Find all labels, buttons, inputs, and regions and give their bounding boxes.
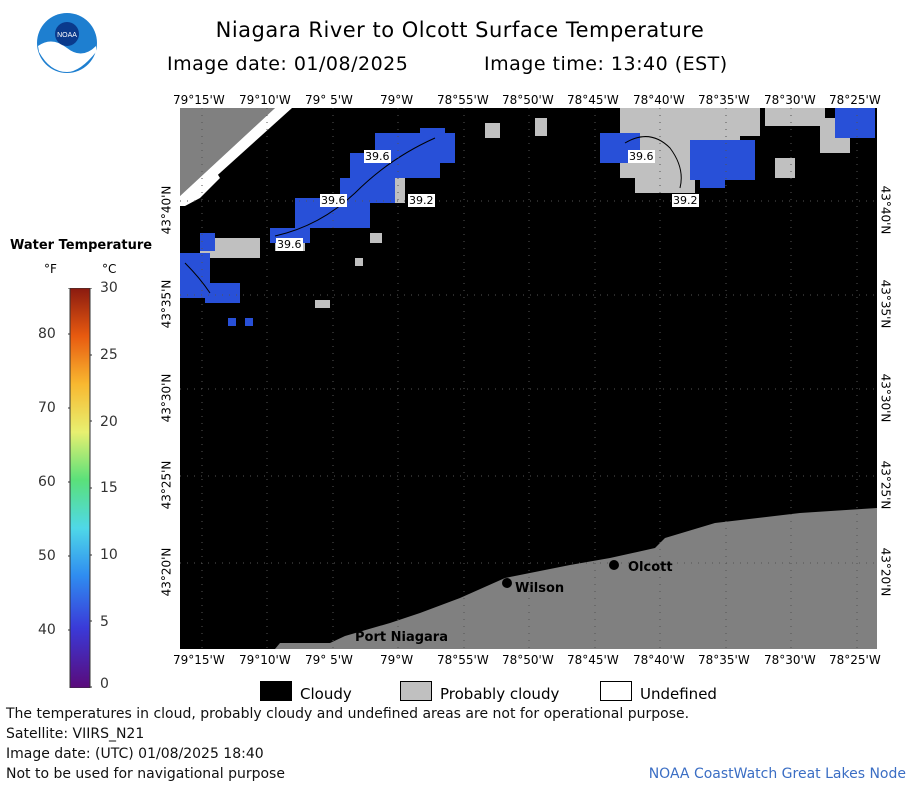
scale-c-10: 10: [100, 547, 118, 563]
lat-tick: 43°40'N: [878, 185, 893, 235]
satellite: Satellite: VIIRS_N21: [6, 726, 145, 742]
lat-tick: 43°30'N: [878, 373, 893, 423]
logo-text: NOAA: [57, 32, 77, 39]
scale-f-70: 70: [38, 400, 56, 416]
lat-tick: 43°40'N: [159, 185, 174, 235]
scale-c-20: 20: [100, 414, 118, 430]
land-us: [275, 508, 877, 649]
lon-tick: 78°25'W: [829, 653, 881, 667]
temperature-map: [180, 108, 877, 649]
place-wilson: Wilson: [515, 581, 565, 596]
lon-tick: 79° 5'W: [305, 93, 353, 107]
contour-label: 39.6: [364, 150, 391, 163]
lon-tick: 78°30'W: [764, 653, 816, 667]
lon-tick: 79°W: [380, 653, 414, 667]
lon-tick: 78°25'W: [829, 93, 881, 107]
lon-tick: 78°40'W: [633, 653, 685, 667]
utc-date: Image date: (UTC) 01/08/2025 18:40: [6, 746, 264, 762]
key-undefined: Undefined: [640, 685, 717, 703]
lon-tick: 78°50'W: [502, 653, 554, 667]
lon-tick: 78°35'W: [698, 93, 750, 107]
scale-f-40: 40: [38, 622, 56, 638]
key-probably-cloudy-swatch: [400, 681, 432, 701]
image-date: Image date: 01/08/2025: [167, 53, 409, 75]
legend-title: Water Temperature: [10, 238, 153, 253]
lon-tick: 78°45'W: [567, 653, 619, 667]
lon-tick: 78°55'W: [437, 653, 489, 667]
lon-tick: 78°45'W: [567, 93, 619, 107]
scale-c-15: 15: [100, 480, 118, 496]
lon-tick: 79°15'W: [173, 93, 225, 107]
scale-c-25: 25: [100, 347, 118, 363]
scale-c-0: 0: [100, 676, 109, 692]
lon-tick: 78°55'W: [437, 93, 489, 107]
water-temperature-area: [180, 108, 875, 326]
lon-tick: 79°10'W: [239, 93, 291, 107]
image-time: Image time: 13:40 (EST): [484, 53, 728, 75]
lat-tick: 43°25'N: [159, 460, 174, 510]
lon-tick: 79°10'W: [239, 653, 291, 667]
credit: NOAA CoastWatch Great Lakes Node: [648, 766, 906, 782]
scale-f-80: 80: [38, 326, 56, 342]
lon-tick: 79° 5'W: [305, 653, 353, 667]
lat-tick: 43°35'N: [878, 279, 893, 329]
wilson-marker: [502, 578, 512, 588]
scale-c-30: 30: [100, 280, 118, 296]
lat-tick: 43°25'N: [878, 460, 893, 510]
contour-label: 39.6: [320, 194, 347, 207]
contour-label: 39.6: [276, 238, 303, 251]
scale-f-60: 60: [38, 474, 56, 490]
disclaimer: The temperatures in cloud, probably clou…: [6, 706, 690, 722]
page-title: Niagara River to Olcott Surface Temperat…: [215, 18, 705, 42]
lon-tick: 79°W: [380, 93, 414, 107]
lat-tick: 43°20'N: [159, 547, 174, 597]
noaa-logo: NOAA: [37, 13, 97, 73]
contour-label: 39.2: [408, 194, 435, 207]
contour-label: 39.2: [672, 194, 699, 207]
olcott-marker: [609, 560, 619, 570]
contour-lines: [184, 136, 682, 294]
contour-label: 39.6: [628, 150, 655, 163]
lat-tick: 43°30'N: [159, 373, 174, 423]
place-port-niagara: Port Niagara: [355, 630, 448, 645]
legend-unit-f: °F: [44, 262, 57, 276]
key-probably-cloudy: Probably cloudy: [440, 685, 560, 703]
lon-tick: 78°30'W: [764, 93, 816, 107]
scale-c-5: 5: [100, 614, 109, 630]
lat-tick: 43°35'N: [159, 279, 174, 329]
lon-tick: 78°40'W: [633, 93, 685, 107]
lat-tick: 43°20'N: [878, 547, 893, 597]
lon-tick: 79°15'W: [173, 653, 225, 667]
lon-tick: 78°50'W: [502, 93, 554, 107]
color-scale: [68, 288, 92, 688]
nav-warning: Not to be used for navigational purpose: [6, 766, 285, 782]
place-olcott: Olcott: [628, 560, 673, 575]
key-cloudy-swatch: [260, 681, 292, 701]
lon-tick: 78°35'W: [698, 653, 750, 667]
key-cloudy: Cloudy: [300, 685, 352, 703]
scale-f-50: 50: [38, 548, 56, 564]
legend-unit-c: °C: [102, 262, 117, 276]
key-undefined-swatch: [600, 681, 632, 701]
